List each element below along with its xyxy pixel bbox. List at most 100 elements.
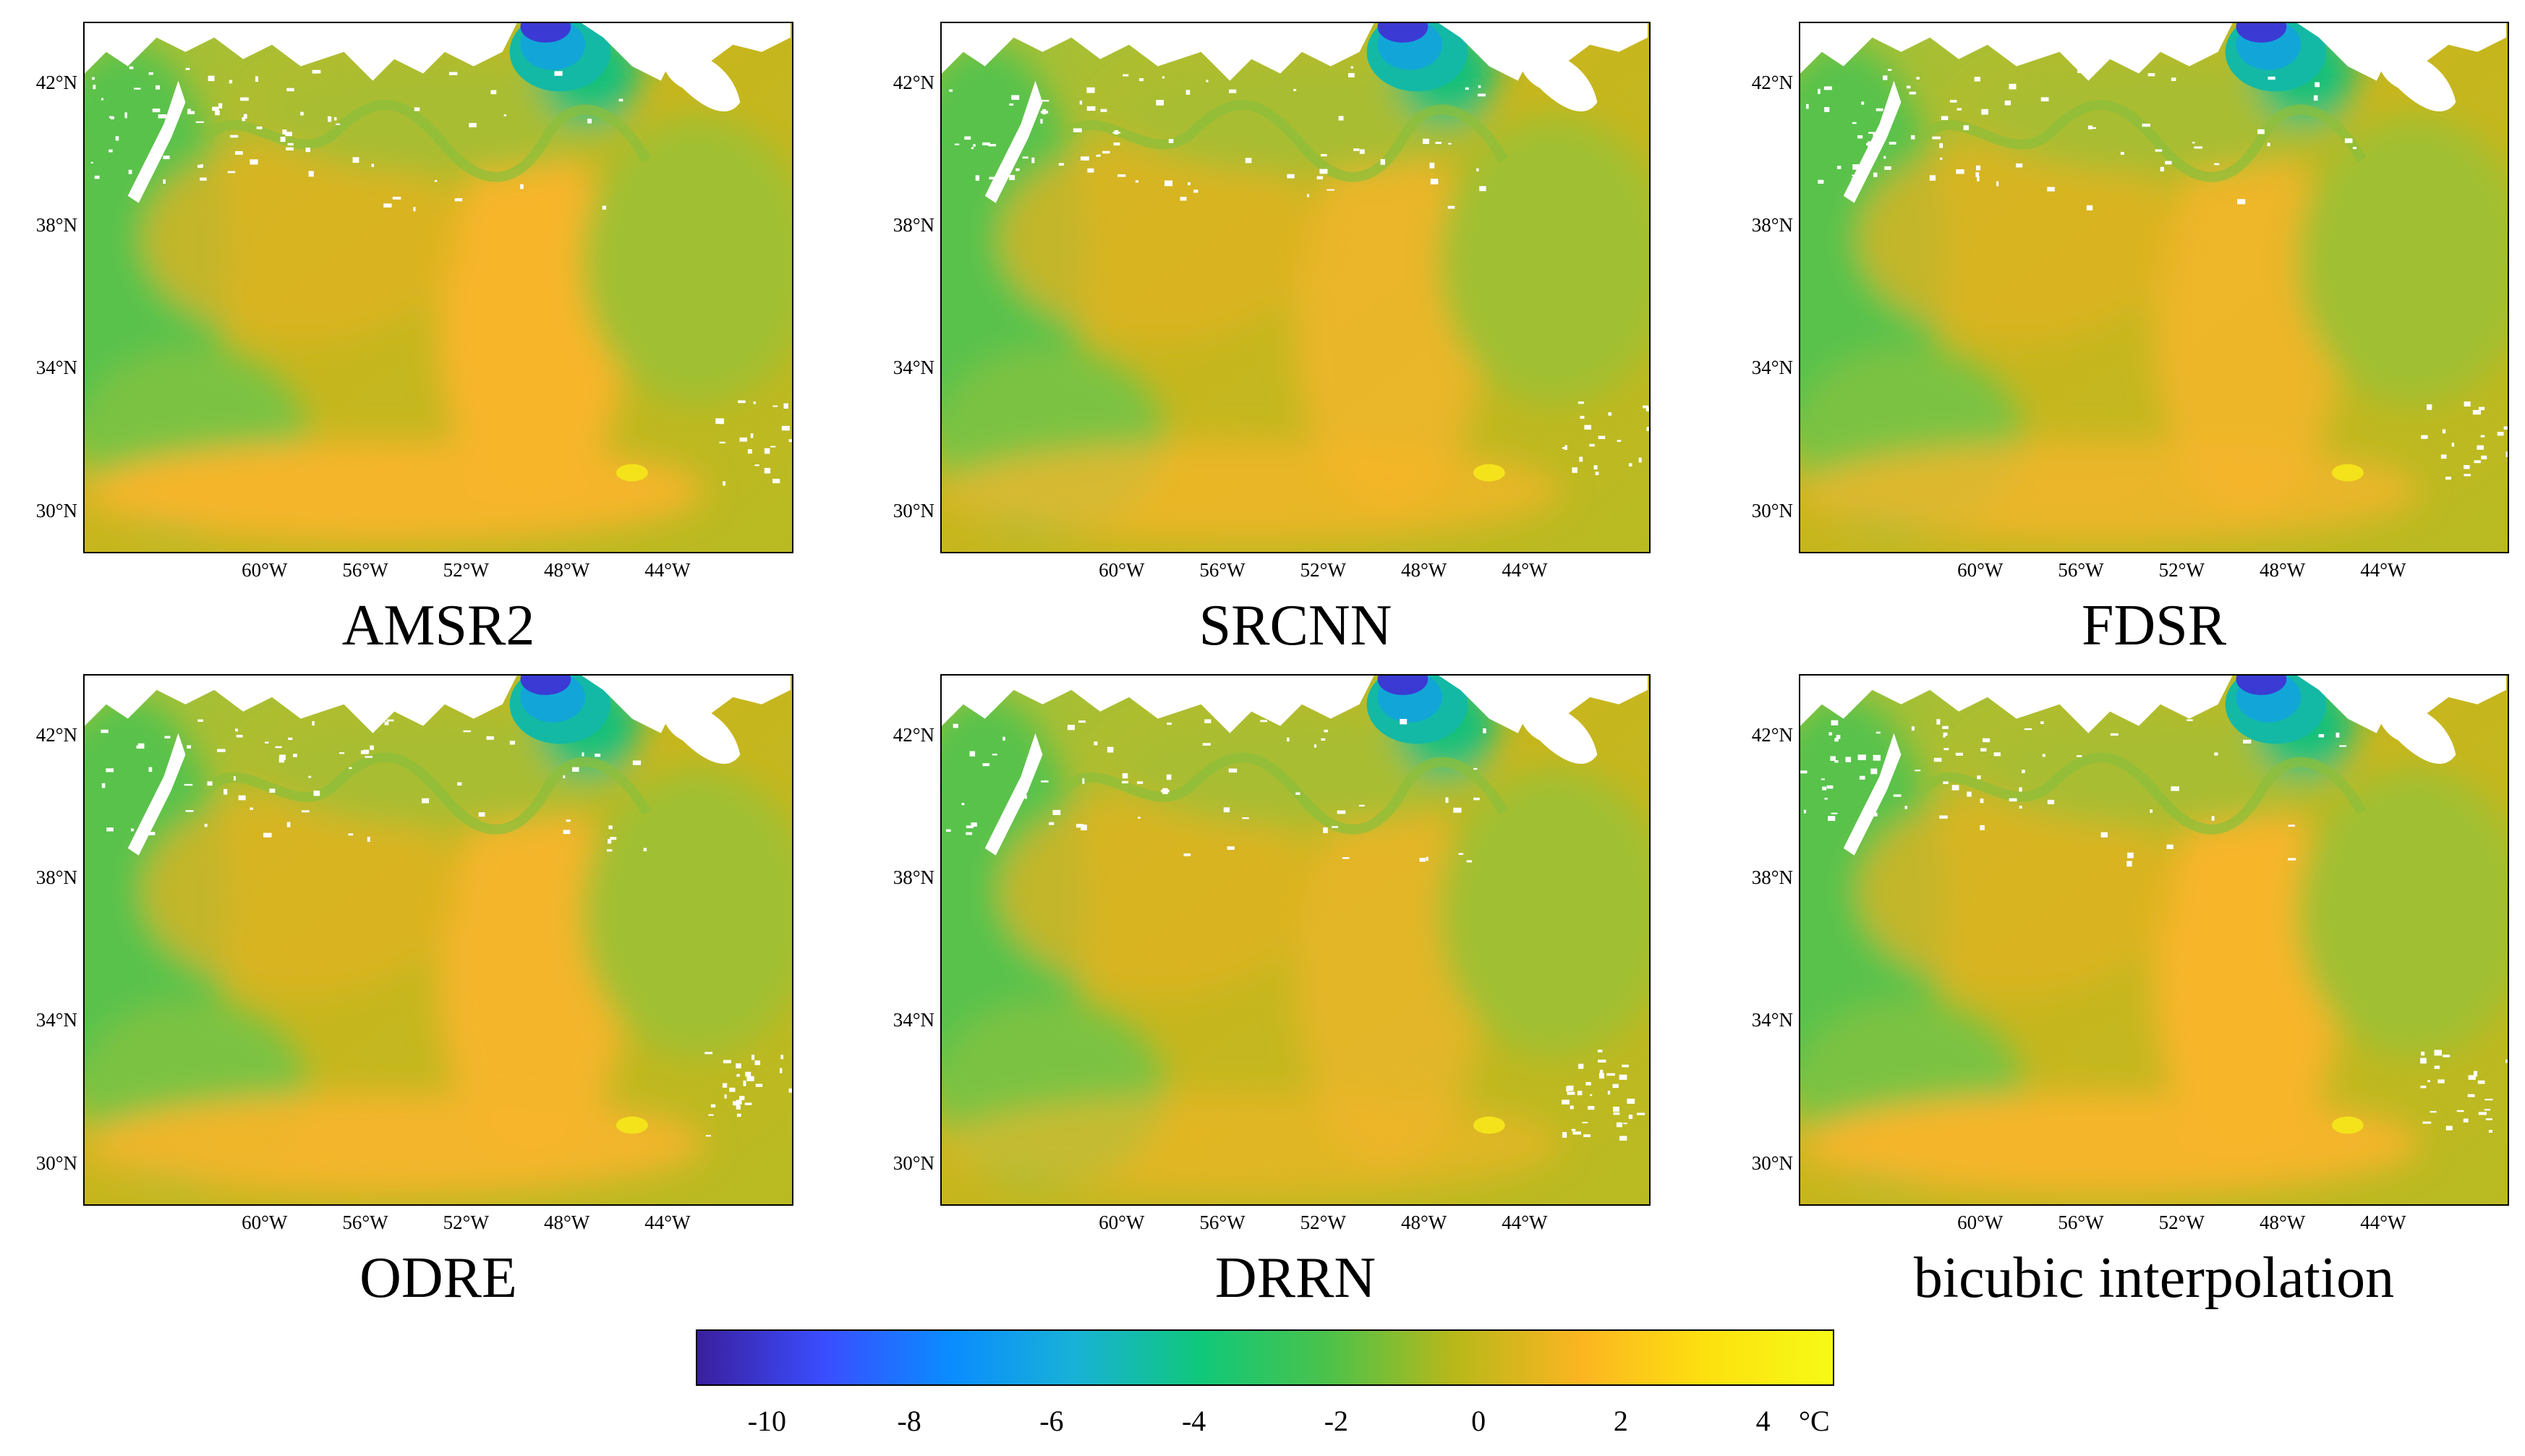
lat-tick-label: 38°N — [1751, 867, 1793, 889]
front-swirl — [1918, 100, 2367, 182]
missing-data-north — [85, 23, 791, 81]
sst-map-svg — [85, 676, 792, 1204]
colorbar-tick-label: -4 — [1181, 1405, 1206, 1437]
lon-tick-label: 48°W — [2259, 559, 2306, 581]
lat-tick-label: 38°N — [893, 214, 934, 237]
sst-map — [83, 22, 793, 553]
lon-tick-label: 44°W — [1502, 1212, 1548, 1233]
lon-tick-label: 60°W — [1957, 559, 2004, 581]
lat-tick-label: 34°N — [893, 357, 934, 379]
lon-tick-label: 60°W — [1957, 1212, 2004, 1233]
missing-data-north — [942, 676, 1648, 733]
lon-tick-label: 56°W — [342, 1212, 388, 1233]
missing-data-specks — [946, 718, 1645, 1141]
hot-spot — [1473, 1116, 1505, 1134]
lon-tick-label: 56°W — [1199, 1212, 1246, 1233]
front-swirl — [1918, 752, 2367, 835]
missing-data-streak — [1843, 733, 1902, 856]
lon-tick-label: 52°W — [2158, 559, 2205, 581]
missing-data-specks — [101, 719, 792, 1137]
missing-data-streak — [127, 80, 186, 203]
missing-data-northeast — [2376, 702, 2456, 765]
panel-title: bicubic interpolation — [1913, 1246, 2395, 1310]
sst-field-blobs — [85, 23, 792, 542]
lat-tick-label: 38°N — [35, 214, 77, 237]
cold-patch-core — [2236, 23, 2287, 43]
missing-data-north — [1800, 676, 2507, 733]
lon-tick-label: 52°W — [2158, 1212, 2205, 1233]
lat-tick-label: 38°N — [35, 867, 77, 889]
lat-tick-label: 30°N — [35, 1151, 77, 1174]
lon-tick-label: 44°W — [2360, 559, 2406, 581]
lon-tick-label: 52°W — [443, 1212, 489, 1233]
lon-tick-label: 60°W — [242, 559, 288, 581]
lat-tick-label: 42°N — [893, 71, 934, 93]
lat-tick-label: 42°N — [1751, 723, 1793, 746]
sst-map — [940, 22, 1651, 553]
colorbar-tick-label: 2 — [1613, 1405, 1628, 1437]
lat-tick-label: 34°N — [893, 1009, 934, 1031]
front-swirl — [1060, 752, 1508, 835]
cold-patch-core — [1377, 676, 1428, 695]
missing-data-specks — [1806, 69, 2508, 480]
colorbar-unit: °C — [1799, 1405, 1830, 1437]
lon-tick-label: 44°W — [1502, 559, 1548, 581]
lon-tick-label: 48°W — [543, 559, 590, 581]
sst-field-blobs — [1800, 23, 2508, 542]
lat-tick-label: 30°N — [893, 1151, 934, 1174]
lat-tick-label: 42°N — [35, 723, 77, 746]
missing-data-streak — [984, 80, 1043, 203]
hot-spot — [616, 1116, 648, 1134]
lon-tick-label: 56°W — [342, 559, 388, 581]
colorbar-tick-label: -8 — [897, 1405, 921, 1437]
lon-tick-label: 52°W — [1300, 559, 1346, 581]
lon-tick-label: 48°W — [1400, 559, 1447, 581]
colorbar — [696, 1329, 1834, 1386]
lon-tick-label: 44°W — [644, 559, 691, 581]
missing-data-northeast — [1517, 50, 1598, 112]
missing-data-streak — [984, 733, 1043, 856]
lat-tick-label: 34°N — [35, 1009, 77, 1031]
lon-tick-label: 48°W — [1400, 1212, 1447, 1233]
lon-tick-label: 56°W — [1199, 559, 1246, 581]
lon-tick-label: 52°W — [443, 559, 489, 581]
missing-data-northeast — [660, 50, 741, 112]
panel-title: ODRE — [359, 1246, 517, 1310]
panel-title: AMSR2 — [341, 594, 535, 657]
lat-tick-label: 38°N — [893, 867, 934, 889]
missing-data-specks — [949, 66, 1649, 475]
missing-data-north — [942, 23, 1648, 81]
sst-field-blobs — [942, 23, 1649, 542]
lon-tick-label: 60°W — [1099, 559, 1145, 581]
sst-map-svg — [942, 676, 1649, 1204]
colorbar-tick-label: -2 — [1324, 1405, 1349, 1437]
lat-tick-label: 42°N — [893, 723, 934, 746]
sst-map-svg — [942, 23, 1649, 552]
missing-data-northeast — [660, 702, 741, 765]
cold-patch-core — [2236, 676, 2287, 695]
sst-map — [1799, 674, 2509, 1206]
lon-tick-label: 56°W — [2058, 559, 2104, 581]
lat-tick-label: 42°N — [35, 71, 77, 93]
colorbar-tick-label: -10 — [747, 1405, 787, 1437]
cold-patch-core — [520, 23, 571, 43]
lon-tick-label: 56°W — [2058, 1212, 2104, 1233]
hot-spot — [1473, 464, 1505, 482]
lat-tick-label: 34°N — [35, 357, 77, 379]
sst-map — [940, 674, 1651, 1206]
sst-map — [1799, 22, 2509, 553]
sst-field-blobs — [1800, 676, 2508, 1194]
lat-tick-label: 42°N — [1751, 71, 1793, 93]
missing-data-north — [1800, 23, 2507, 81]
missing-data-specks — [90, 66, 792, 486]
lon-tick-label: 44°W — [644, 1212, 691, 1233]
colorbar-tick-label: 4 — [1755, 1405, 1771, 1437]
panel-title: FDSR — [2081, 594, 2227, 657]
lat-tick-label: 38°N — [1751, 214, 1793, 237]
colorbar-tick-label: 0 — [1471, 1405, 1486, 1437]
missing-data-specks — [1800, 719, 2508, 1133]
lon-tick-label: 52°W — [1300, 1212, 1346, 1233]
missing-data-north — [85, 676, 791, 733]
sst-map — [83, 674, 793, 1206]
lat-tick-label: 30°N — [1751, 499, 1793, 521]
